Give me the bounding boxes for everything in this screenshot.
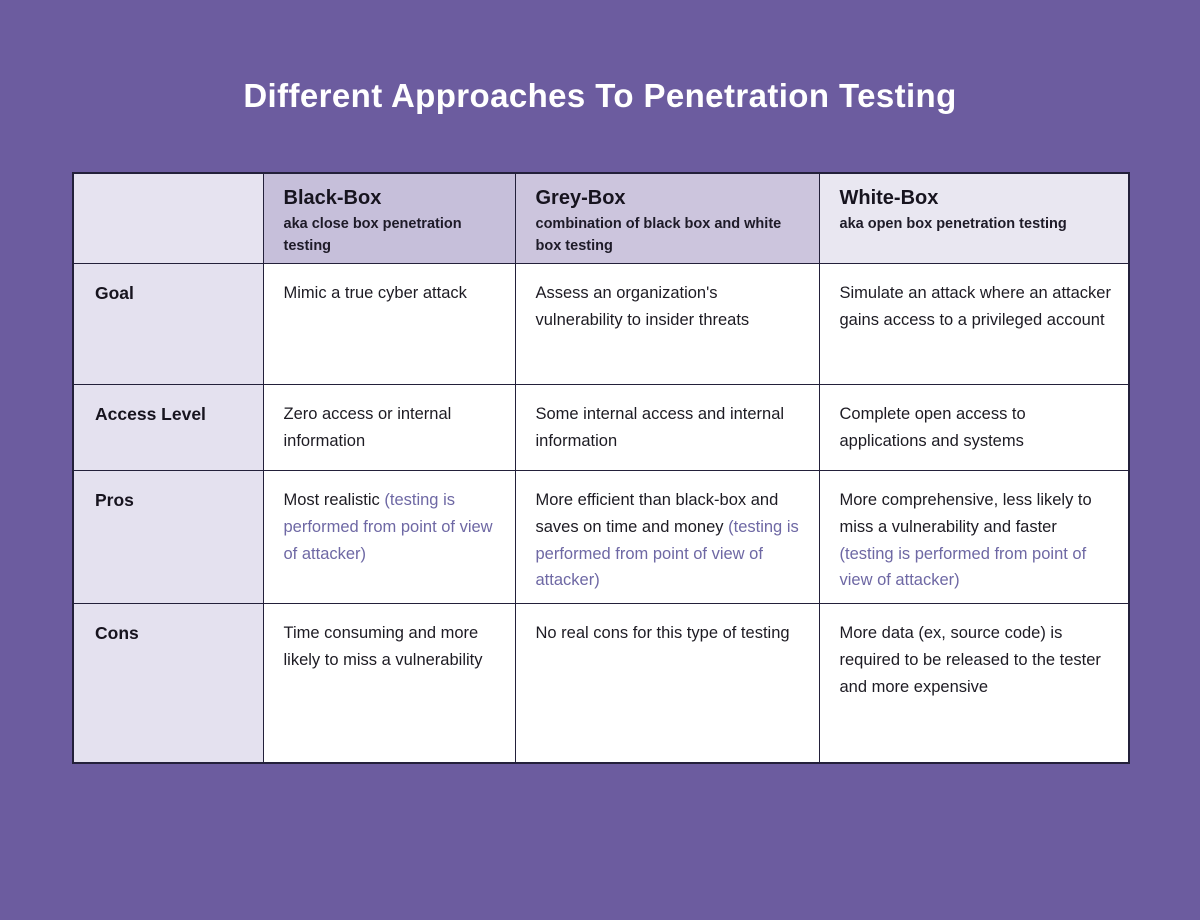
column-header-black-box: Black-Box aka close box penetration test… [262,172,516,264]
cell-goal-grey-box: Assess an organization's vulnerability t… [514,262,820,385]
cell-text: Mimic a true cyber attack [283,283,467,302]
cell-access-level-white-box: Complete open access to applications and… [818,383,1130,471]
cell-cons-grey-box: No real cons for this type of testing [514,602,820,764]
cell-access-level-black-box: Zero access or internal information [262,383,516,471]
column-subtitle-black-box: aka close box penetration testing [283,216,462,255]
cell-note: (testing is performed from point of view… [839,544,1087,590]
cell-pros-black-box: Most realistic (testing is performed fro… [262,469,516,604]
row-label-access-level: Access Level [72,383,264,471]
cell-pros-grey-box: More efficient than black-box and saves … [514,469,820,604]
cell-text: No real cons for this type of testing [535,623,790,642]
cell-text: More data (ex, source code) is required … [839,623,1101,696]
cell-text: Zero access or internal information [283,404,452,450]
table-row-cons: Cons Time consuming and more likely to m… [72,602,1130,764]
cell-text: Some internal access and internal inform… [535,404,785,450]
cell-text: More efficient than black-box and saves … [535,490,779,536]
row-label-goal: Goal [72,262,264,385]
cell-note: (testing is performed from point of view… [535,517,799,590]
table-row-goal: Goal Mimic a true cyber attack Assess an… [72,262,1130,385]
row-label-cons: Cons [72,602,264,764]
column-header-white-box: White-Box aka open box penetration testi… [818,172,1130,264]
cell-text: Complete open access to applications and… [839,404,1026,450]
corner-cell [72,172,264,264]
cell-goal-white-box: Simulate an attack where an attacker gai… [818,262,1130,385]
comparison-table: Black-Box aka close box penetration test… [72,172,1130,765]
column-title-white-box: White-Box [839,187,939,210]
column-title-black-box: Black-Box [283,187,382,210]
row-label-pros: Pros [72,469,264,604]
column-subtitle-white-box: aka open box penetration testing [839,216,1067,233]
cell-cons-white-box: More data (ex, source code) is required … [818,602,1130,764]
cell-cons-black-box: Time consuming and more likely to miss a… [262,602,516,764]
cell-pros-white-box: More comprehensive, less likely to miss … [818,469,1130,604]
page-title: Different Approaches To Penetration Test… [243,77,957,114]
column-subtitle-grey-box: combination of black box and white box t… [535,216,782,255]
table-row-access-level: Access Level Zero access or internal inf… [72,383,1130,471]
column-header-grey-box: Grey-Box combination of black box and wh… [514,172,820,264]
cell-text: Time consuming and more likely to miss a… [283,623,483,669]
cell-text: Most realistic [283,490,380,509]
column-title-grey-box: Grey-Box [535,187,626,210]
cell-access-level-grey-box: Some internal access and internal inform… [514,383,820,471]
cell-text: Simulate an attack where an attacker gai… [839,283,1111,329]
cell-goal-black-box: Mimic a true cyber attack [262,262,516,385]
infographic-page: Different Approaches To Penetration Test… [0,77,1200,765]
cell-text: More comprehensive, less likely to miss … [839,490,1092,536]
cell-text: Assess an organization's vulnerability t… [535,283,750,329]
cell-note: (testing is performed from point of view… [283,490,493,563]
header-row: Black-Box aka close box penetration test… [72,172,1130,264]
table-row-pros: Pros Most realistic (testing is performe… [72,469,1130,604]
